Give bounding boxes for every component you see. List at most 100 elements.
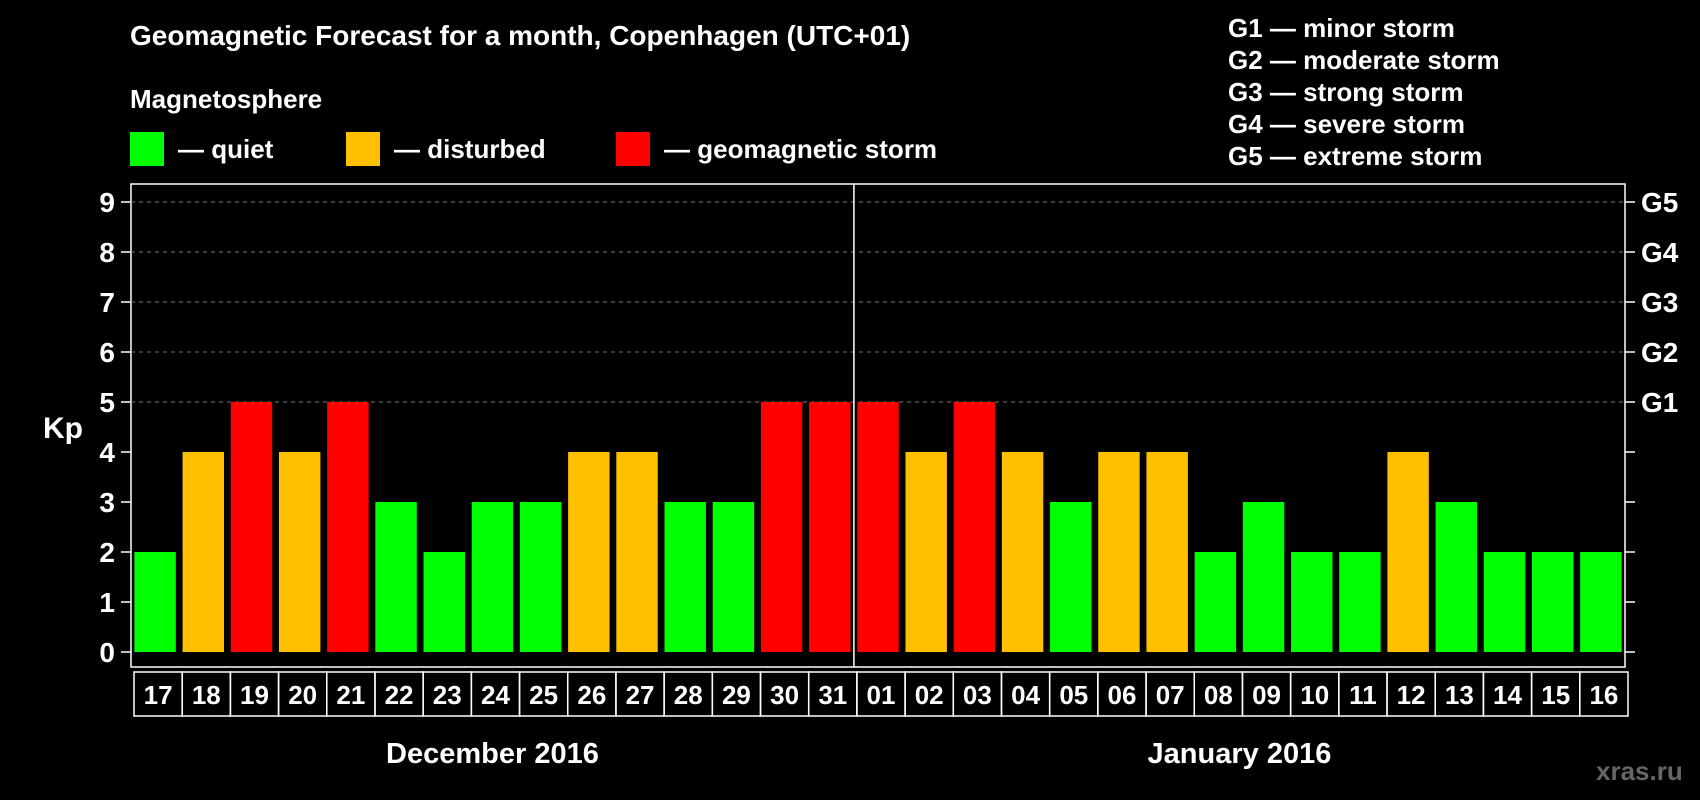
kp-bar bbox=[519, 502, 562, 652]
date-label: 15 bbox=[1541, 680, 1570, 710]
date-label: 30 bbox=[770, 680, 799, 710]
date-label: 27 bbox=[626, 680, 655, 710]
date-label: 18 bbox=[192, 680, 221, 710]
date-label: 24 bbox=[481, 680, 510, 710]
watermark: xras.ru bbox=[1596, 756, 1683, 786]
kp-bar bbox=[1580, 552, 1622, 652]
date-label: 12 bbox=[1397, 680, 1426, 710]
kp-bar bbox=[471, 502, 514, 652]
legend-item-disturbed: — disturbed bbox=[346, 132, 546, 166]
date-label: 14 bbox=[1493, 680, 1522, 710]
kp-bar bbox=[278, 452, 321, 652]
kp-bar bbox=[905, 452, 947, 652]
kp-bar bbox=[1435, 502, 1478, 652]
y-tick-label: 1 bbox=[99, 587, 115, 618]
right-axis-label: G5 bbox=[1641, 187, 1678, 218]
kp-bar bbox=[760, 402, 803, 652]
date-label: 16 bbox=[1589, 680, 1618, 710]
kp-bar bbox=[1146, 452, 1188, 652]
date-label: 06 bbox=[1108, 680, 1137, 710]
legend-item-quiet: — quiet bbox=[130, 132, 273, 166]
date-label: 23 bbox=[433, 680, 462, 710]
date-label: 19 bbox=[240, 680, 269, 710]
date-label: 02 bbox=[915, 680, 944, 710]
date-label: 21 bbox=[336, 680, 365, 710]
g-level-item: G3 — strong storm bbox=[1228, 77, 1464, 107]
kp-bar bbox=[327, 402, 369, 652]
kp-bar bbox=[1387, 452, 1429, 652]
date-label: 22 bbox=[385, 680, 414, 710]
kp-bar bbox=[568, 452, 610, 652]
month-label: December 2016 bbox=[386, 738, 599, 770]
legend-swatch-disturbed bbox=[346, 132, 380, 166]
chart-title: Geomagnetic Forecast for a month, Copenh… bbox=[130, 20, 911, 51]
g-level-item: G1 — minor storm bbox=[1228, 13, 1455, 43]
kp-bar bbox=[616, 452, 658, 652]
kp-bar bbox=[712, 502, 755, 652]
date-label: 13 bbox=[1445, 680, 1474, 710]
y-tick-label: 4 bbox=[99, 437, 115, 468]
kp-bar bbox=[182, 452, 225, 652]
date-label: 10 bbox=[1300, 680, 1329, 710]
kp-bar bbox=[1291, 552, 1333, 652]
date-label: 25 bbox=[529, 680, 558, 710]
y-axis-label: Kp bbox=[43, 412, 83, 445]
date-label: 29 bbox=[722, 680, 751, 710]
right-axis-label: G1 bbox=[1641, 387, 1678, 418]
y-tick-label: 8 bbox=[99, 237, 115, 268]
y-tick-label: 2 bbox=[99, 537, 115, 568]
kp-bar bbox=[809, 402, 851, 652]
date-label: 09 bbox=[1252, 680, 1281, 710]
plot-frame bbox=[130, 183, 1626, 668]
right-axis-label: G3 bbox=[1641, 287, 1678, 318]
date-label: 26 bbox=[577, 680, 606, 710]
kp-bar bbox=[1531, 552, 1574, 652]
date-label: 11 bbox=[1349, 680, 1377, 710]
legend-label-quiet: — quiet bbox=[178, 133, 274, 164]
kp-bar bbox=[857, 402, 899, 652]
y-tick-label: 9 bbox=[99, 187, 115, 218]
g-level-item: G4 — severe storm bbox=[1228, 109, 1466, 139]
kp-bar bbox=[1098, 452, 1140, 652]
g-level-item: G2 — moderate storm bbox=[1228, 45, 1500, 75]
g-level-item: G5 — extreme storm bbox=[1228, 141, 1483, 171]
y-tick-label: 6 bbox=[99, 337, 115, 368]
legend-swatch-quiet bbox=[130, 132, 164, 166]
date-label: 08 bbox=[1204, 680, 1233, 710]
y-tick-label: 3 bbox=[99, 487, 115, 518]
kp-bar bbox=[1194, 552, 1237, 652]
legend-label-disturbed: — disturbed bbox=[394, 133, 546, 164]
date-label: 20 bbox=[288, 680, 317, 710]
kp-bar bbox=[230, 402, 273, 652]
kp-bar bbox=[1242, 502, 1285, 652]
date-label: 03 bbox=[963, 680, 992, 710]
legend-heading: Magnetosphere bbox=[130, 84, 323, 114]
date-label: 28 bbox=[674, 680, 703, 710]
y-tick-label: 5 bbox=[99, 387, 115, 418]
kp-bar bbox=[953, 402, 996, 652]
y-tick-label: 0 bbox=[99, 637, 115, 668]
kp-bar bbox=[423, 552, 465, 652]
kp-bar bbox=[664, 502, 706, 652]
date-label: 04 bbox=[1011, 680, 1040, 710]
right-axis-label: G4 bbox=[1641, 237, 1679, 268]
date-label: 05 bbox=[1059, 680, 1088, 710]
kp-bar bbox=[1483, 552, 1526, 652]
kp-bar bbox=[134, 552, 176, 652]
kp-bar bbox=[375, 502, 417, 652]
g-level-legend: G1 — minor storm G2 — moderate storm G3 … bbox=[1228, 12, 1500, 172]
date-label: 07 bbox=[1156, 680, 1185, 710]
legend-label-storm: — geomagnetic storm bbox=[664, 133, 938, 164]
date-label: 17 bbox=[144, 680, 173, 710]
kp-bar bbox=[1339, 552, 1381, 652]
right-axis-label: G2 bbox=[1641, 337, 1678, 368]
date-label: 01 bbox=[867, 680, 896, 710]
legend-item-storm: — geomagnetic storm bbox=[616, 132, 937, 166]
y-tick-label: 7 bbox=[99, 287, 115, 318]
month-label: January 2016 bbox=[1148, 738, 1332, 770]
date-cell bbox=[1579, 671, 1629, 717]
kp-bar bbox=[1001, 452, 1044, 652]
date-label: 31 bbox=[818, 680, 847, 710]
kp-bar bbox=[1050, 502, 1092, 652]
